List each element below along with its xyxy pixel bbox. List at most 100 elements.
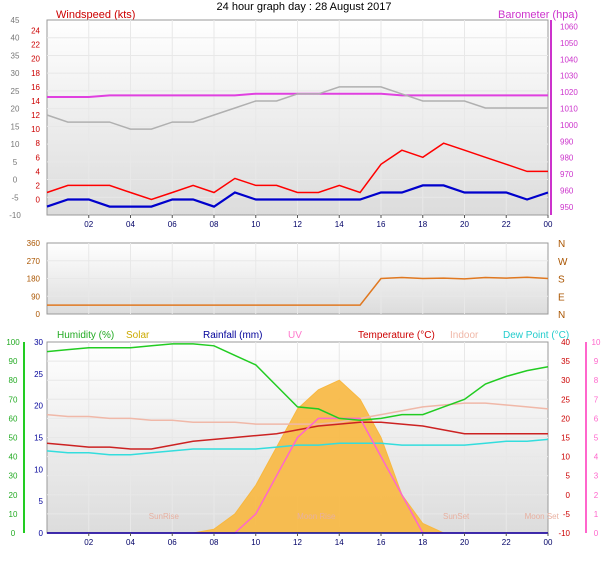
windspeed-tick-label: 16 [31, 83, 40, 92]
axis-tick-label: 35 [11, 51, 20, 60]
windspeed-axis-label: Windspeed (kts) [56, 9, 135, 21]
humidity-tick-label: 0 [11, 529, 16, 538]
gust-line [46, 142, 548, 201]
compass-label: N [558, 239, 565, 250]
temperature-tick-label: 10 [561, 453, 570, 462]
uv-tick-label: 1 [594, 510, 599, 519]
rainfall-tick-label: 30 [34, 338, 43, 347]
indoor-temp-line [46, 402, 549, 425]
uv-tick-label: 2 [594, 491, 599, 500]
humidity-tick-label: 20 [9, 491, 18, 500]
dewpoint-line [46, 438, 549, 456]
humidity-legend: Humidity (%) [57, 330, 114, 341]
barometer-tick-label: 960 [560, 186, 574, 195]
x-tick-label: 00 [544, 538, 553, 547]
barometer-tick-label: 970 [560, 170, 574, 179]
barometer-tick-label: 1010 [560, 104, 578, 113]
axis-tick-label: 5 [13, 158, 18, 167]
humidity-tick-label: 40 [9, 453, 18, 462]
temperature-legend: Temperature (°C) [358, 330, 435, 341]
windspeed-tick-label: 14 [31, 97, 40, 106]
wind-direction-line [47, 276, 549, 306]
x-tick-label: 02 [84, 538, 93, 547]
x-tick-label: 04 [126, 538, 135, 547]
barometer-tick-label: 980 [560, 154, 574, 163]
uv-tick-label: 3 [594, 472, 599, 481]
humidity-tick-label: 30 [9, 472, 18, 481]
graph-title: 24 hour graph day : 28 August 2017 [217, 1, 392, 13]
barometer-tick-label: 1020 [560, 88, 578, 97]
windspeed-tick-label: 0 [36, 196, 41, 205]
astro-marker-label: Moon Set [525, 512, 560, 521]
temperature-tick-label: 35 [561, 357, 570, 366]
astro-marker-label: SunSet [443, 512, 470, 521]
axis-tick-label: 20 [11, 105, 20, 114]
compass-label: E [558, 292, 565, 303]
temperature-tick-label: 40 [561, 338, 570, 347]
gust-bar-line [46, 86, 548, 130]
rainfall-tick-label: 25 [34, 370, 43, 379]
uv-tick-label: 4 [594, 453, 599, 462]
axis-tick-label: 40 [11, 34, 20, 43]
x-tick-label: 00 [544, 220, 553, 229]
humidity-tick-label: 90 [9, 357, 18, 366]
x-tick-label: 18 [418, 538, 427, 547]
windspeed-tick-label: 6 [36, 153, 41, 162]
axis-tick-label: 45 [11, 16, 20, 25]
barometer-tick-label: 1030 [560, 72, 578, 81]
windspeed-tick-label: 20 [31, 55, 40, 64]
windspeed-tick-label: 10 [31, 125, 40, 134]
x-tick-label: 20 [460, 538, 469, 547]
compass-label: N [558, 310, 565, 321]
x-tick-label: 14 [335, 220, 344, 229]
humidity-line [46, 343, 549, 422]
x-tick-label: 06 [168, 220, 177, 229]
axis-tick-label: 15 [11, 122, 20, 131]
direction-tick-label: 360 [27, 239, 41, 248]
windspeed-line [46, 184, 549, 208]
barometer-tick-label: 1060 [560, 23, 578, 32]
temperature-tick-label: 5 [566, 472, 571, 481]
temperature-tick-label: 30 [561, 376, 570, 385]
axis-tick-label: -10 [9, 211, 21, 220]
temperature-tick-label: 0 [566, 491, 571, 500]
temperature-tick-label: 25 [561, 395, 570, 404]
x-tick-label: 02 [84, 220, 93, 229]
uv-tick-label: 0 [594, 529, 599, 538]
barometer-tick-label: 1050 [560, 39, 578, 48]
x-tick-label: 22 [502, 220, 511, 229]
x-tick-label: 08 [210, 220, 219, 229]
humidity-tick-label: 10 [9, 510, 18, 519]
humidity-tick-label: 100 [6, 338, 20, 347]
barometer-tick-label: 1040 [560, 55, 578, 64]
uv-tick-label: 9 [594, 357, 599, 366]
barometer-tick-label: 950 [560, 203, 574, 212]
x-tick-label: 16 [377, 538, 386, 547]
barometer-tick-label: 1000 [560, 121, 578, 130]
windspeed-tick-label: 4 [36, 167, 41, 176]
humidity-tick-label: 50 [9, 434, 18, 443]
axis-tick-label: 25 [11, 87, 20, 96]
windspeed-tick-label: 18 [31, 69, 40, 78]
windspeed-tick-label: 22 [31, 41, 40, 50]
rainfall-tick-label: 20 [34, 402, 43, 411]
axis-tick-label: -5 [11, 193, 19, 202]
humidity-tick-label: 60 [9, 414, 18, 423]
x-tick-label: 06 [168, 538, 177, 547]
rainfall-legend: Rainfall (mm) [203, 330, 262, 341]
windspeed-tick-label: 8 [36, 139, 41, 148]
axis-tick-label: 0 [13, 176, 18, 185]
solar-legend: Solar [126, 330, 150, 341]
direction-tick-label: 90 [31, 292, 40, 301]
temperature-tick-label: 20 [561, 414, 570, 423]
x-tick-label: 22 [502, 538, 511, 547]
uv-tick-label: 10 [592, 338, 601, 347]
direction-tick-label: 180 [27, 275, 41, 284]
indoor-legend: Indoor [450, 330, 479, 341]
axis-tick-label: 10 [11, 140, 20, 149]
temperature-line [46, 421, 548, 450]
windspeed-tick-label: 2 [36, 181, 41, 190]
compass-label: W [558, 257, 568, 268]
compass-label: S [558, 275, 565, 286]
uv-tick-label: 6 [594, 414, 599, 423]
